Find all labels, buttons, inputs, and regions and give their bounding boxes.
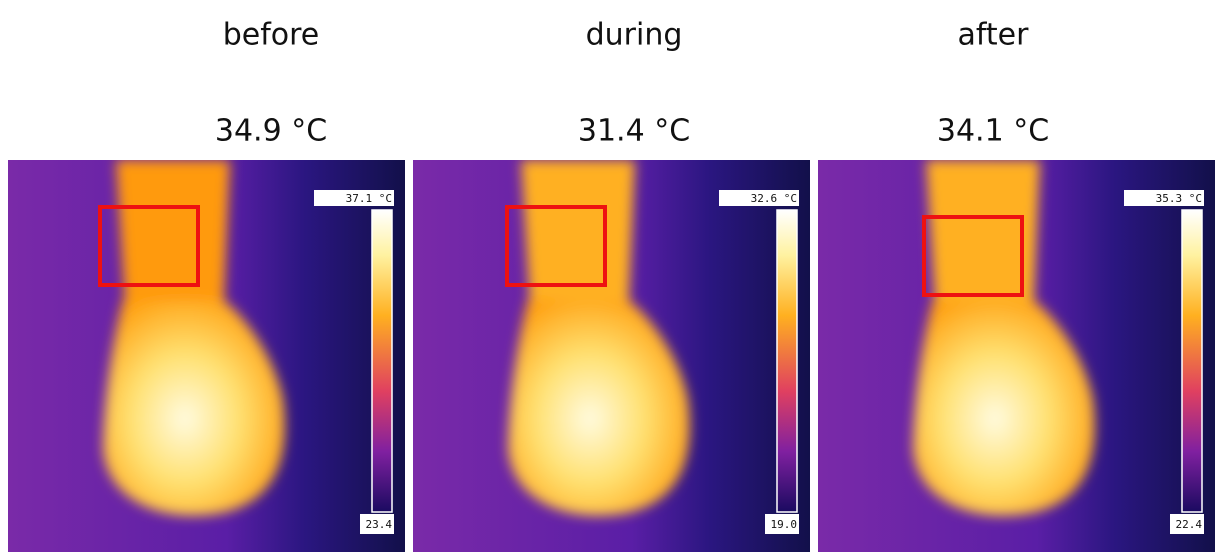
panel-label: during xyxy=(586,18,683,53)
scale-max: 32.6 °C xyxy=(751,192,797,205)
temperature: 34.1 °C xyxy=(937,114,1049,149)
panel-label: before xyxy=(223,18,320,53)
scale-max-bg xyxy=(719,190,799,206)
fist xyxy=(913,300,1095,516)
hand xyxy=(913,160,1095,516)
thermal-image: 37.1 °C 23.4 xyxy=(8,160,405,552)
hand xyxy=(103,160,285,516)
region-box xyxy=(922,215,1024,297)
scale-min: 23.4 xyxy=(366,518,393,531)
fist xyxy=(508,300,690,516)
image-content xyxy=(413,160,810,552)
forearm xyxy=(926,160,1040,320)
fist xyxy=(103,300,285,516)
scale-min-bg xyxy=(360,514,394,534)
thermal-image: 32.6 °C 19.0 xyxy=(413,160,810,552)
region-box xyxy=(505,205,607,287)
scale-min: 22.4 xyxy=(1176,518,1203,531)
scale-max-bg xyxy=(314,190,394,206)
temperature: 34.9 °C xyxy=(215,114,327,149)
scale-max: 35.3 °C xyxy=(1156,192,1202,205)
scale-max: 37.1 °C xyxy=(346,192,392,205)
image-content xyxy=(8,160,405,552)
temperature: 31.4 °C xyxy=(578,114,690,149)
scale-min: 19.0 xyxy=(771,518,798,531)
thermal-image: 35.3 °C 22.4 xyxy=(818,160,1215,552)
image-content xyxy=(818,160,1215,552)
forearm xyxy=(521,160,635,320)
color-bar xyxy=(1181,209,1203,513)
scale-min-bg xyxy=(1170,514,1204,534)
region-box xyxy=(98,205,200,287)
panel-label: after xyxy=(958,18,1030,53)
forearm xyxy=(116,160,230,320)
scale-max-bg xyxy=(1124,190,1204,206)
scale-min-bg xyxy=(765,514,799,534)
color-bar xyxy=(776,209,798,513)
color-bar xyxy=(371,209,393,513)
